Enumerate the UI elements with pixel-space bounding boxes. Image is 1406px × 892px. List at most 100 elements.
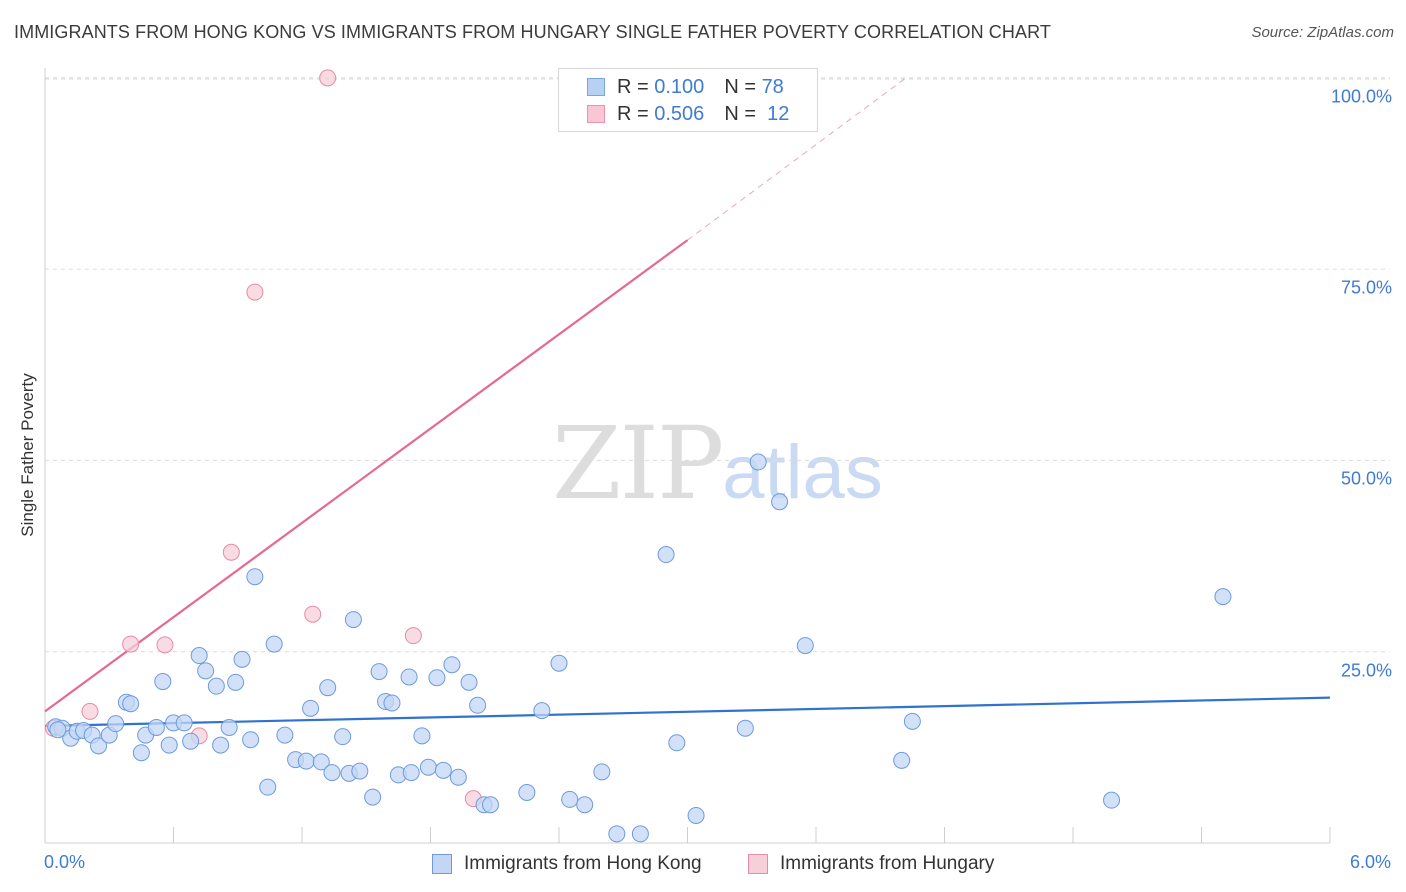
trend-lines	[44, 77, 1331, 728]
watermark-atlas: atlas	[722, 430, 883, 515]
data-point-hong-kong	[771, 493, 789, 511]
legend-r-label: R =	[617, 75, 649, 98]
data-point-hong-kong	[550, 654, 568, 672]
data-point-hong-kong	[561, 790, 579, 808]
data-point-hong-kong	[1103, 791, 1121, 809]
legend-n-label: N =	[724, 75, 756, 98]
y-tick-label: 100.0%	[1330, 86, 1392, 107]
data-point-hong-kong	[122, 695, 140, 713]
bottom-legend-label: Immigrants from Hong Kong	[464, 853, 702, 874]
data-point-hong-kong	[796, 637, 814, 655]
data-point-hong-kong	[469, 696, 487, 714]
y-tick-label: 75.0%	[1340, 277, 1392, 298]
legend-r-value: 0.506	[654, 102, 705, 125]
y-tick-label: 50.0%	[1340, 468, 1392, 489]
data-point-hong-kong	[593, 763, 611, 781]
data-point-hong-kong	[687, 806, 705, 824]
chart-title: IMMIGRANTS FROM HONG KONG VS IMMIGRANTS …	[14, 22, 1051, 42]
bottom-legend-swatch-blue	[432, 854, 452, 874]
data-points	[45, 69, 1232, 843]
data-point-hong-kong	[160, 736, 178, 754]
data-point-hong-kong	[242, 731, 260, 749]
data-point-hungary	[122, 635, 140, 653]
legend-swatch-pink	[587, 105, 605, 123]
legend: R = 0.100 N = 78 R = 0.506 N = 12	[558, 68, 818, 132]
data-point-hong-kong	[413, 727, 431, 745]
data-point-hong-kong	[212, 736, 230, 754]
x-tick-label: 6.0%	[1350, 852, 1392, 872]
data-point-hong-kong	[334, 728, 352, 746]
data-point-hong-kong	[323, 764, 341, 782]
data-point-hong-kong	[903, 712, 921, 730]
data-point-hong-kong	[402, 764, 420, 782]
gridlines	[45, 77, 1390, 653]
bottom-legend-hungary: Immigrants from Hungary	[748, 852, 994, 876]
data-point-hong-kong	[276, 726, 294, 744]
data-point-hong-kong	[265, 635, 283, 653]
data-point-hong-kong	[132, 744, 150, 762]
data-point-hong-kong	[312, 753, 330, 771]
data-point-hong-kong	[1214, 588, 1232, 606]
data-point-hong-kong	[893, 751, 911, 769]
data-point-hong-kong	[90, 737, 108, 755]
data-point-hong-kong	[400, 668, 418, 686]
data-point-hong-kong	[434, 761, 452, 779]
legend-n-value: 78	[761, 75, 784, 98]
data-point-hong-kong	[608, 825, 626, 843]
data-point-hong-kong	[207, 677, 225, 695]
data-point-hong-kong	[736, 719, 754, 737]
legend-r-label: R =	[617, 102, 649, 125]
data-point-hong-kong	[175, 714, 193, 732]
data-point-hong-kong	[297, 752, 315, 770]
data-point-hong-kong	[246, 568, 264, 586]
source-label: Source: ZipAtlas.com	[1251, 24, 1394, 41]
data-point-hungary	[222, 543, 240, 561]
data-point-hong-kong	[460, 673, 478, 691]
trend-line-hong-kong	[44, 696, 1331, 728]
data-point-hong-kong	[190, 647, 208, 665]
data-point-hong-kong	[154, 673, 172, 691]
legend-row-hungary: R = 0.506 N = 12	[587, 102, 789, 126]
axes	[44, 68, 1331, 844]
data-point-hong-kong	[147, 718, 165, 736]
data-point-hong-kong	[518, 784, 536, 802]
data-point-hong-kong	[259, 778, 277, 796]
data-point-hong-kong	[319, 679, 337, 697]
data-point-hungary	[319, 69, 337, 87]
data-point-hong-kong	[419, 758, 437, 776]
data-point-hungary	[81, 702, 99, 720]
data-point-hong-kong	[351, 762, 369, 780]
legend-row-hong-kong: R = 0.100 N = 78	[587, 75, 784, 99]
data-point-hungary	[156, 636, 174, 654]
data-point-hong-kong	[344, 611, 362, 629]
legend-r-value: 0.100	[654, 75, 705, 98]
data-point-hong-kong	[370, 663, 388, 681]
data-point-hungary	[404, 627, 422, 645]
data-point-hungary	[304, 605, 322, 623]
x-tick-label: 0.0%	[44, 852, 86, 872]
legend-swatch-blue	[587, 78, 605, 96]
data-point-hong-kong	[227, 673, 245, 691]
bottom-legend-label: Immigrants from Hungary	[780, 853, 995, 874]
data-point-hong-kong	[428, 669, 446, 687]
data-point-hong-kong	[197, 662, 215, 680]
data-point-hong-kong	[533, 702, 551, 720]
data-point-hong-kong	[107, 715, 125, 733]
data-point-hong-kong	[364, 788, 382, 806]
data-point-hong-kong	[749, 453, 767, 471]
data-point-hong-kong	[383, 694, 401, 712]
data-point-hong-kong	[220, 718, 238, 736]
watermark-zip: ZIP	[552, 405, 724, 522]
watermark: ZIPatlas	[552, 405, 883, 522]
bottom-legend-hong-kong: Immigrants from Hong Kong	[432, 852, 702, 876]
data-point-hong-kong	[481, 796, 499, 814]
y-axis-label: Single Father Poverty	[18, 373, 37, 537]
data-point-hungary	[246, 283, 264, 301]
trend-line-hungary-extrapolated	[687, 77, 907, 241]
legend-n-label: N =	[724, 102, 756, 125]
trend-line-hungary	[44, 239, 689, 713]
y-tick-label: 25.0%	[1340, 660, 1392, 681]
data-point-hong-kong	[631, 825, 649, 843]
data-point-hong-kong	[668, 734, 686, 752]
data-point-hong-kong	[233, 650, 251, 668]
